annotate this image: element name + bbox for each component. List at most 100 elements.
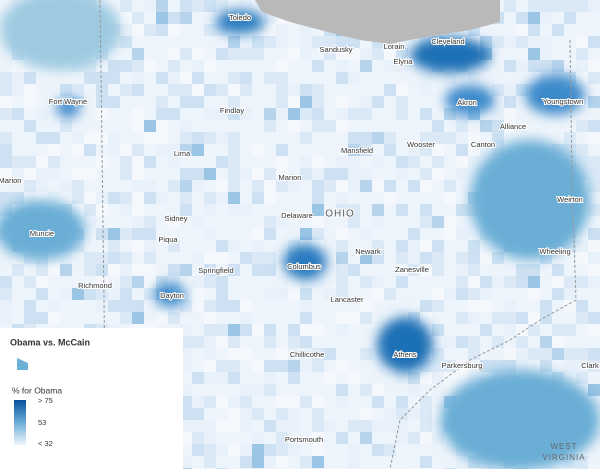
county xyxy=(276,60,288,72)
county xyxy=(96,276,108,288)
county xyxy=(72,84,84,96)
county xyxy=(108,228,120,240)
county xyxy=(120,312,132,324)
city-label: Akron xyxy=(457,98,477,107)
county xyxy=(264,264,276,276)
county xyxy=(264,228,276,240)
county xyxy=(240,396,252,408)
county xyxy=(504,108,516,120)
county xyxy=(504,348,516,360)
county xyxy=(192,0,204,12)
county xyxy=(312,120,324,132)
county xyxy=(276,72,288,84)
county xyxy=(312,60,324,72)
county xyxy=(396,408,408,420)
county xyxy=(360,108,372,120)
county xyxy=(360,300,372,312)
county xyxy=(576,60,588,72)
county xyxy=(36,264,48,276)
county xyxy=(132,84,144,96)
county xyxy=(372,180,384,192)
county xyxy=(408,180,420,192)
county xyxy=(276,444,288,456)
county xyxy=(432,144,444,156)
county xyxy=(360,312,372,324)
county xyxy=(480,252,492,264)
county xyxy=(384,444,396,456)
county xyxy=(36,132,48,144)
county xyxy=(312,204,324,216)
county xyxy=(312,456,324,468)
county xyxy=(396,420,408,432)
county xyxy=(240,456,252,468)
county xyxy=(204,252,216,264)
county xyxy=(456,132,468,144)
state-label: OHIO xyxy=(325,209,355,220)
county xyxy=(456,120,468,132)
county xyxy=(312,444,324,456)
county xyxy=(348,444,360,456)
county xyxy=(588,96,600,108)
county xyxy=(456,228,468,240)
county xyxy=(456,156,468,168)
county xyxy=(336,384,348,396)
county xyxy=(468,300,480,312)
county xyxy=(540,36,552,48)
county xyxy=(132,180,144,192)
county xyxy=(120,192,132,204)
county xyxy=(300,336,312,348)
county xyxy=(516,24,528,36)
county xyxy=(84,264,96,276)
county xyxy=(588,120,600,132)
county xyxy=(156,108,168,120)
county xyxy=(384,192,396,204)
county xyxy=(336,180,348,192)
county xyxy=(444,216,456,228)
county xyxy=(372,240,384,252)
county xyxy=(312,36,324,48)
county xyxy=(384,420,396,432)
county xyxy=(96,108,108,120)
county xyxy=(504,36,516,48)
county xyxy=(216,372,228,384)
county xyxy=(252,456,264,468)
county xyxy=(12,60,24,72)
county xyxy=(216,288,228,300)
county xyxy=(192,72,204,84)
county xyxy=(12,192,24,204)
county xyxy=(312,156,324,168)
county xyxy=(204,192,216,204)
county xyxy=(528,24,540,36)
county xyxy=(420,180,432,192)
county xyxy=(180,72,192,84)
county xyxy=(576,348,588,360)
county xyxy=(528,288,540,300)
county xyxy=(156,0,168,12)
county xyxy=(288,48,300,60)
county xyxy=(144,132,156,144)
county xyxy=(432,264,444,276)
county xyxy=(492,36,504,48)
county xyxy=(312,180,324,192)
county xyxy=(264,24,276,36)
county xyxy=(480,300,492,312)
county xyxy=(60,180,72,192)
county xyxy=(96,204,108,216)
county xyxy=(180,96,192,108)
county xyxy=(348,180,360,192)
county xyxy=(528,48,540,60)
county xyxy=(480,144,492,156)
county xyxy=(132,228,144,240)
county xyxy=(312,324,324,336)
county xyxy=(504,312,516,324)
county xyxy=(312,192,324,204)
county xyxy=(468,240,480,252)
county xyxy=(312,408,324,420)
county xyxy=(180,132,192,144)
county xyxy=(372,444,384,456)
county xyxy=(264,456,276,468)
county xyxy=(336,48,348,60)
county xyxy=(96,252,108,264)
county xyxy=(336,264,348,276)
county xyxy=(492,252,504,264)
